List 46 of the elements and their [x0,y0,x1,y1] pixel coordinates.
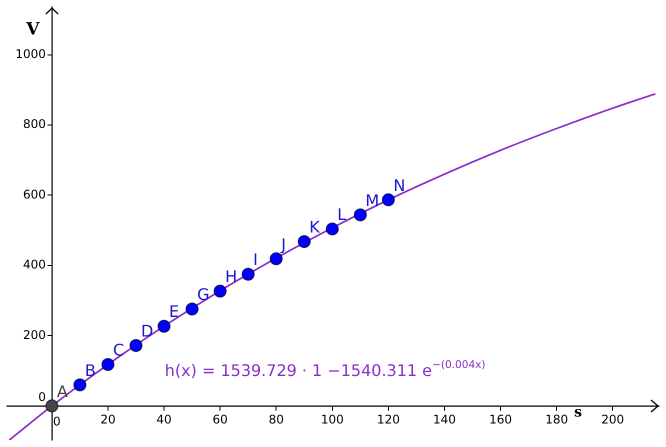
y-tick-label: 200 [22,328,46,342]
x-tick-label: 200 [601,412,624,426]
y-tick-label: 600 [22,187,46,202]
annotation: H [225,267,238,286]
x-tick-label: 20 [100,412,116,426]
annotation: A [56,382,68,401]
annotation: C [112,340,124,360]
annotation: I [253,250,258,270]
x-tick-label: 60 [212,412,228,426]
y-tick-label: 400 [22,258,46,272]
x-tick-label: 40 [156,412,172,426]
point [130,339,142,352]
point [186,302,199,316]
x-tick-label: 0 [53,414,61,428]
annotation: B [84,360,96,380]
x-tick-label: 180 [545,412,568,426]
x-axis-title: s [574,404,582,421]
x-tick-label: 80 [268,412,284,426]
point [158,320,171,333]
y-tick-label: 800 [22,117,46,132]
line-series [8,93,656,440]
y-axis-title: V [25,19,40,40]
annotation: G [197,285,210,304]
point [242,268,255,281]
point [382,193,395,206]
annotation: E [169,302,180,322]
point [73,378,86,392]
point [101,358,114,371]
point [270,252,283,266]
annotation: D [141,322,154,341]
point [214,284,227,298]
annotation: K [309,218,320,237]
x-tick-label: 160 [489,412,512,426]
point [298,235,311,248]
annotation: L [337,204,346,224]
y-tick-label: 0 [38,390,46,404]
x-tick-label: 140 [433,412,456,426]
annotation: J [280,234,286,254]
annotation: N [393,176,406,195]
annotation: M [365,190,380,210]
point [354,208,367,222]
x-tick-label: 120 [376,412,400,426]
point [326,222,339,236]
point [45,399,58,412]
y-tick-label: 1000 [15,46,46,61]
x-tick-label: 100 [320,412,344,426]
